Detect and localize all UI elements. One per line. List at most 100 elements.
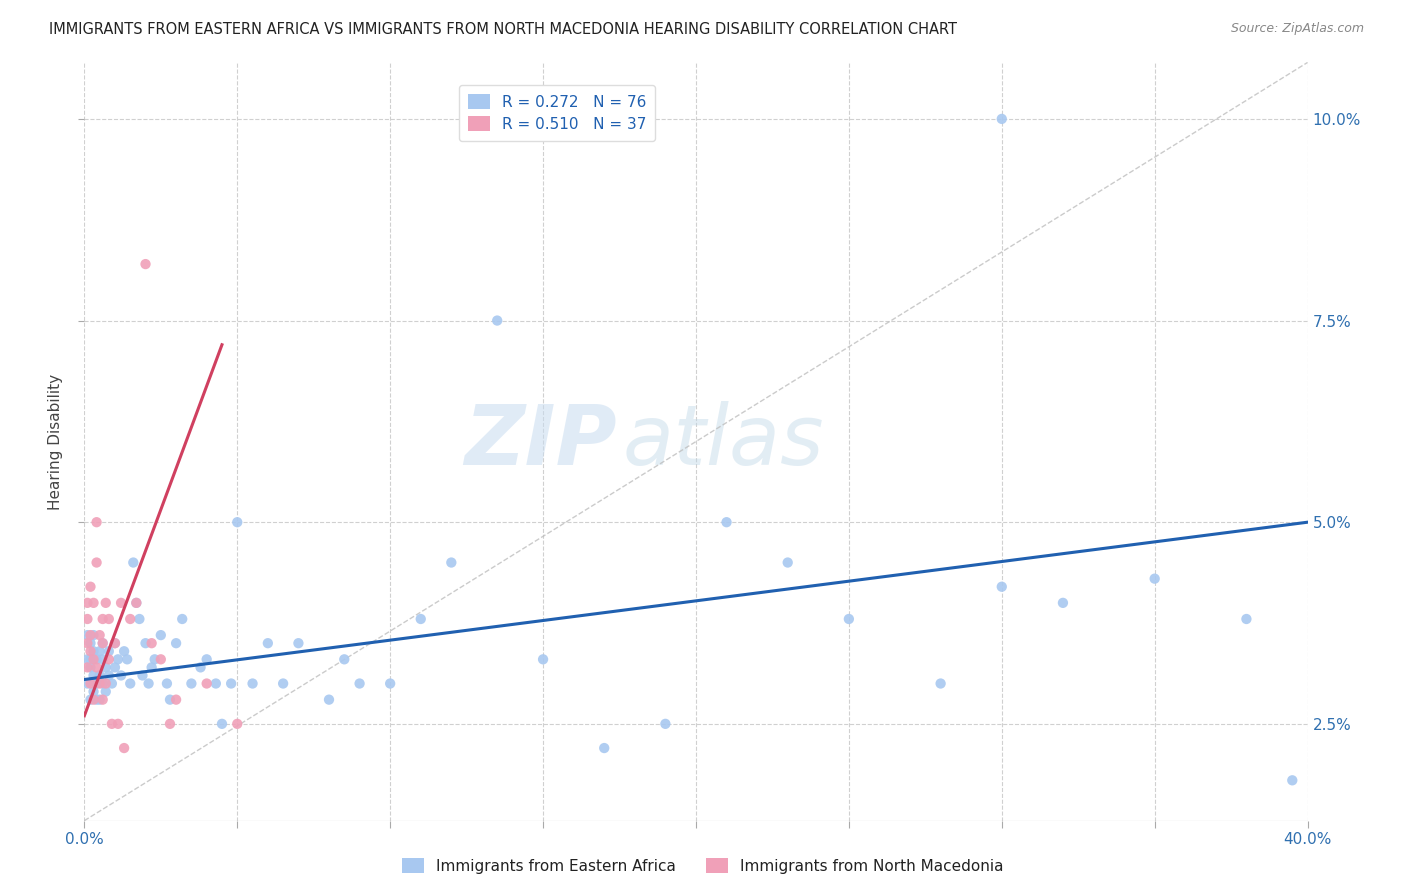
Point [486, 313, 509, 327]
Point [141, 660, 163, 674]
Point [159, 716, 181, 731]
Point [86, 515, 108, 529]
Point [83, 684, 105, 698]
Point [120, 676, 142, 690]
Point [91, 636, 114, 650]
Point [86, 676, 108, 690]
Point [349, 676, 371, 690]
Point [131, 668, 153, 682]
Point [156, 676, 179, 690]
Point [929, 676, 952, 690]
Point [172, 612, 194, 626]
Point [149, 652, 172, 666]
Point [86, 660, 108, 674]
Point [86, 556, 108, 570]
Text: ZIP: ZIP [464, 401, 616, 482]
Point [112, 741, 135, 756]
Point [89, 676, 111, 690]
Point [89, 644, 111, 658]
Point [83, 644, 105, 658]
Point [287, 636, 309, 650]
Point [86, 652, 108, 666]
Point [97, 612, 120, 626]
Point [165, 692, 187, 706]
Point [135, 257, 157, 271]
Point [318, 692, 340, 706]
Point [76, 636, 98, 650]
Point [76, 596, 98, 610]
Point [94, 684, 117, 698]
Point [83, 652, 105, 666]
Point [83, 628, 105, 642]
Point [122, 556, 145, 570]
Point [97, 652, 120, 666]
Point [1143, 572, 1166, 586]
Text: IMMIGRANTS FROM EASTERN AFRICA VS IMMIGRANTS FROM NORTH MACEDONIA HEARING DISABI: IMMIGRANTS FROM EASTERN AFRICA VS IMMIGR… [49, 22, 957, 37]
Point [79, 660, 101, 674]
Point [838, 612, 860, 626]
Point [195, 652, 218, 666]
Point [1236, 612, 1258, 626]
Point [76, 652, 98, 666]
Point [531, 652, 554, 666]
Point [94, 660, 117, 674]
Point [654, 716, 676, 731]
Point [101, 676, 124, 690]
Point [79, 580, 101, 594]
Point [110, 668, 132, 682]
Point [211, 716, 233, 731]
Point [104, 636, 127, 650]
Point [333, 652, 356, 666]
Point [112, 644, 135, 658]
Point [86, 692, 108, 706]
Point [76, 660, 98, 674]
Point [97, 668, 120, 682]
Point [91, 676, 114, 690]
Point [76, 628, 98, 642]
Point [76, 676, 98, 690]
Point [991, 580, 1014, 594]
Point [107, 716, 129, 731]
Legend: R = 0.272   N = 76, R = 0.510   N = 37: R = 0.272 N = 76, R = 0.510 N = 37 [458, 86, 655, 141]
Point [79, 692, 101, 706]
Point [97, 644, 120, 658]
Point [219, 676, 242, 690]
Point [79, 636, 101, 650]
Point [91, 612, 114, 626]
Point [101, 716, 124, 731]
Point [128, 612, 150, 626]
Point [120, 612, 142, 626]
Point [79, 644, 101, 658]
Point [226, 515, 249, 529]
Point [104, 636, 127, 650]
Point [440, 556, 463, 570]
Point [242, 676, 264, 690]
Point [91, 652, 114, 666]
Point [125, 596, 148, 610]
Point [138, 676, 160, 690]
Text: atlas: atlas [623, 401, 824, 482]
Point [89, 628, 111, 642]
Point [159, 692, 181, 706]
Point [135, 636, 157, 650]
Point [149, 628, 172, 642]
Point [141, 636, 163, 650]
Text: Source: ZipAtlas.com: Source: ZipAtlas.com [1230, 22, 1364, 36]
Point [91, 636, 114, 650]
Point [94, 596, 117, 610]
Point [593, 741, 616, 756]
Point [195, 676, 218, 690]
Point [180, 676, 202, 690]
Point [107, 652, 129, 666]
Point [190, 660, 212, 674]
Point [776, 556, 799, 570]
Point [79, 652, 101, 666]
Y-axis label: Hearing Disability: Hearing Disability [48, 374, 63, 509]
Point [1052, 596, 1074, 610]
Point [83, 692, 105, 706]
Point [125, 596, 148, 610]
Point [205, 676, 228, 690]
Point [716, 515, 738, 529]
Point [257, 636, 280, 650]
Point [165, 636, 187, 650]
